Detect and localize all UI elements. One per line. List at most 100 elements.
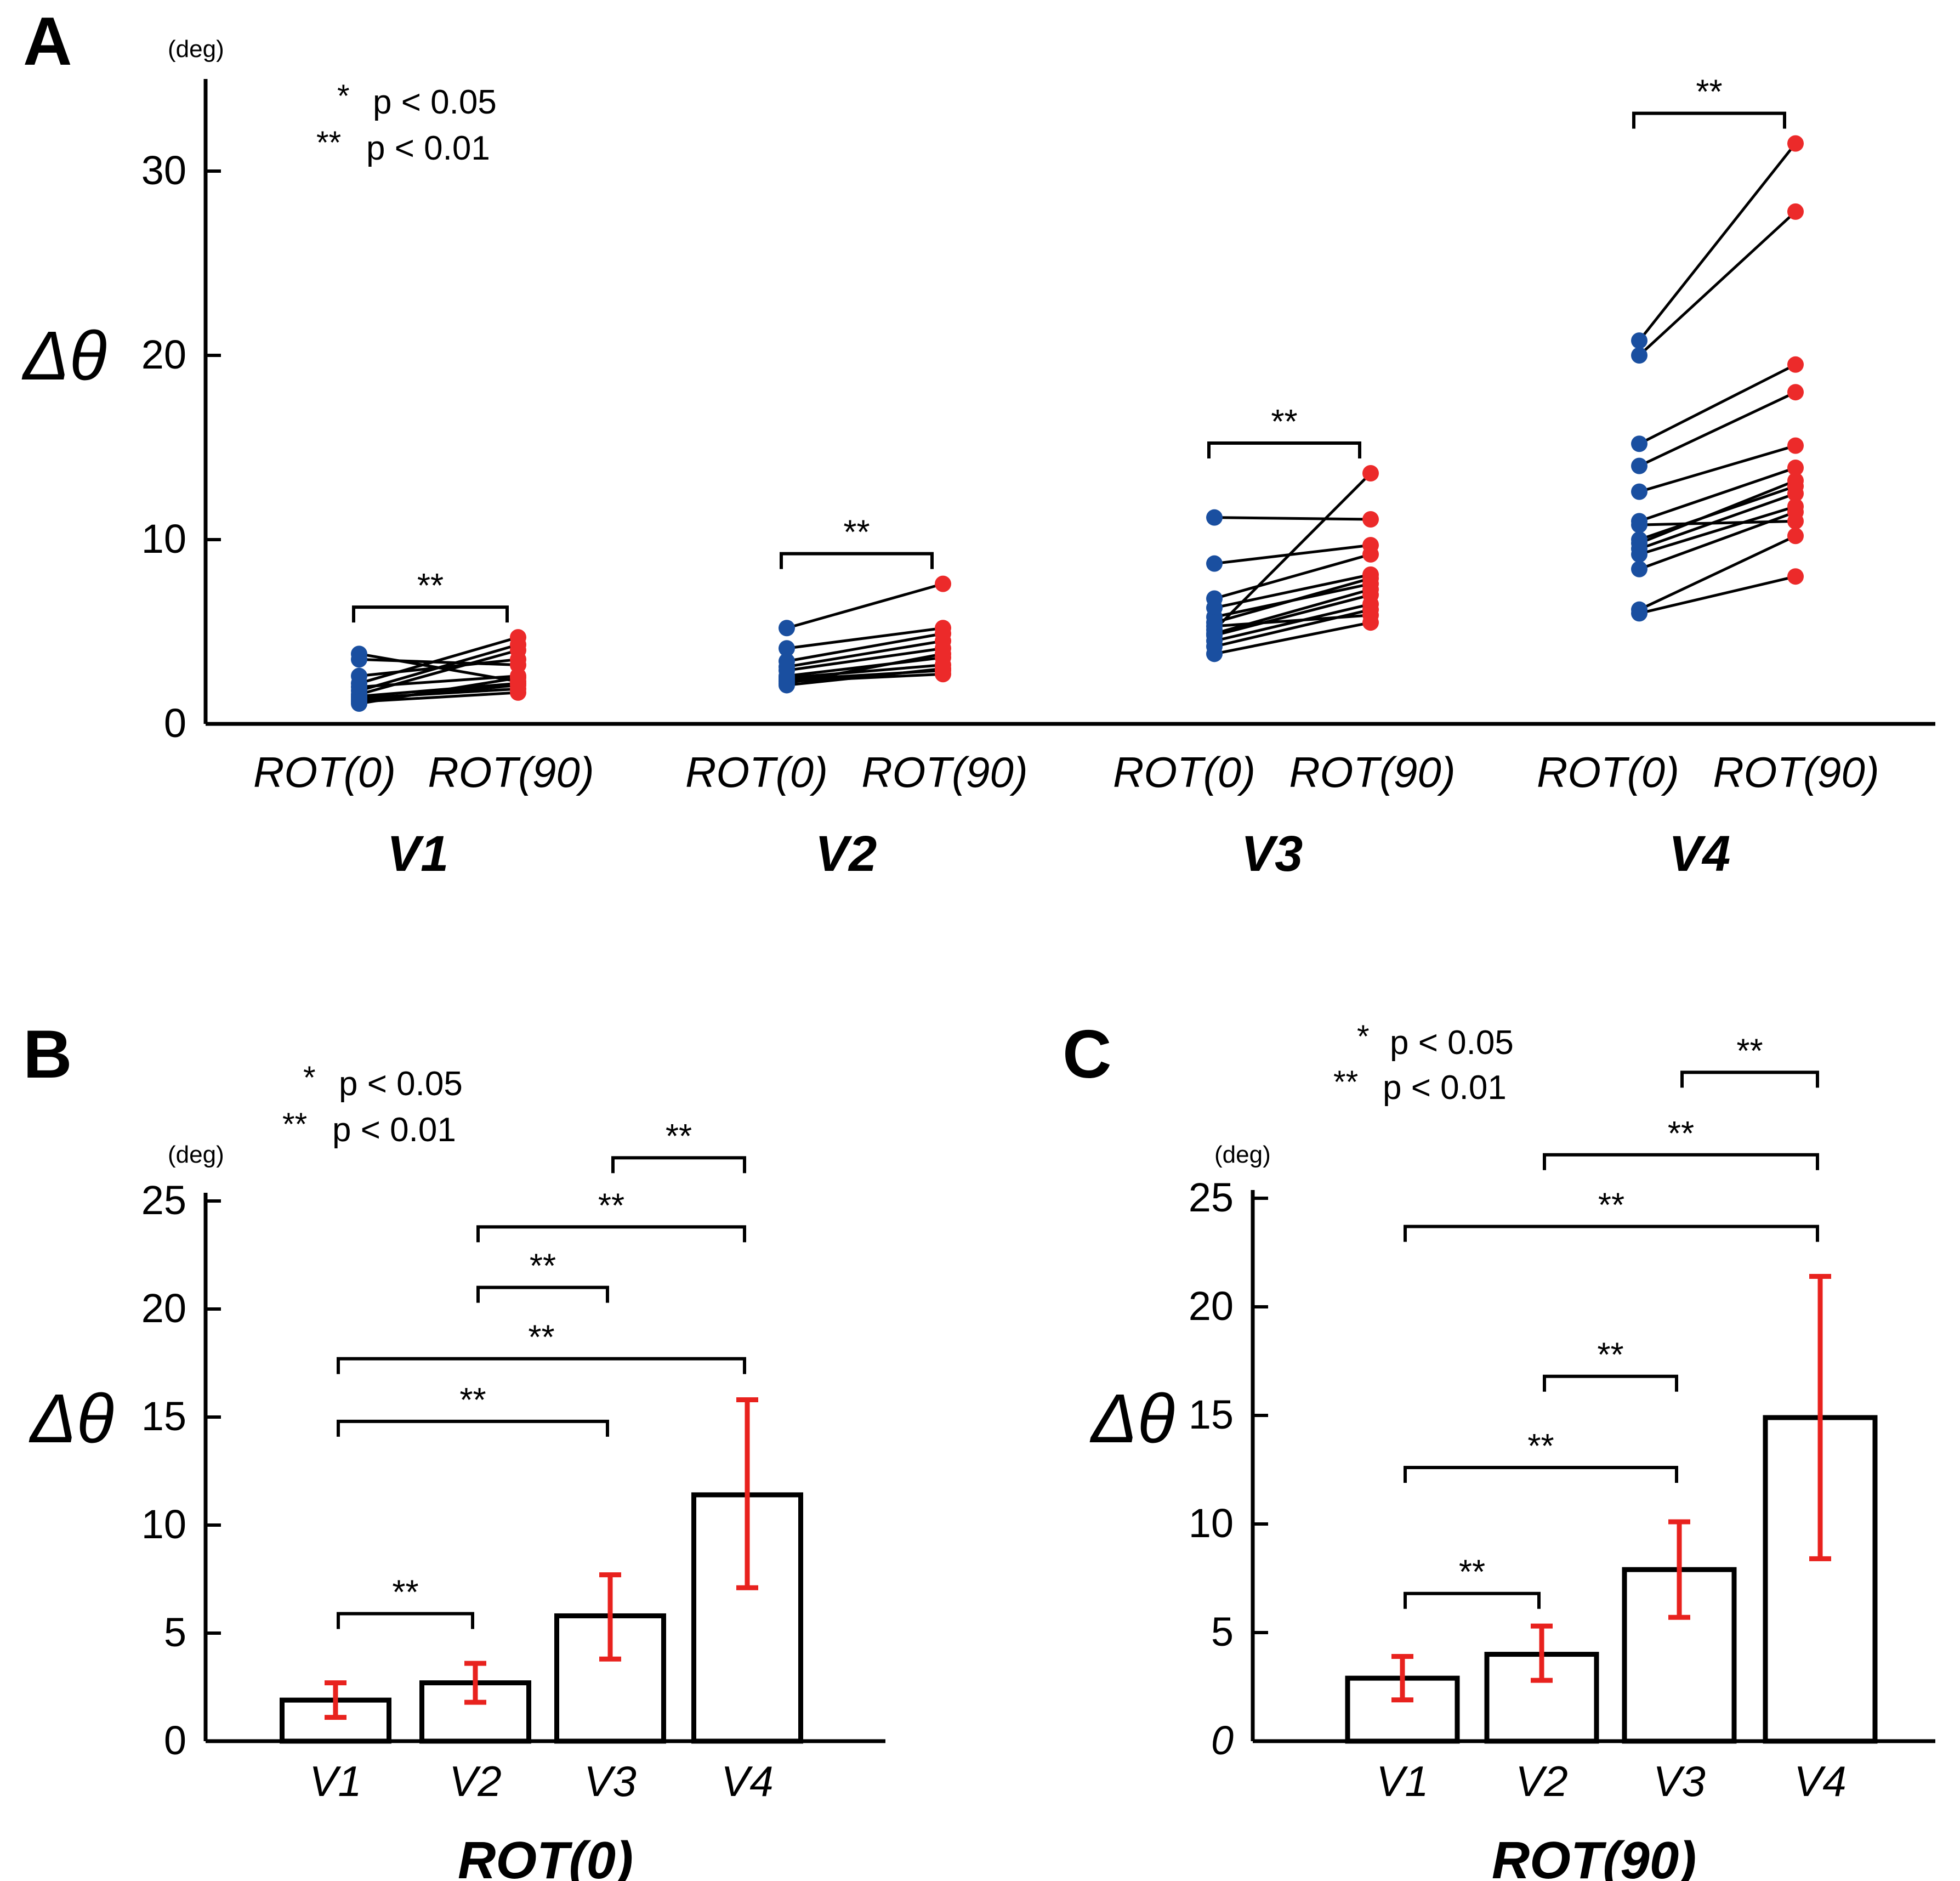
panel-c-category-label: V1 bbox=[1376, 1757, 1428, 1805]
panel-a-point-rot90 bbox=[1787, 478, 1804, 495]
panel-a-point-rot0 bbox=[1206, 555, 1223, 572]
panel-c-comparison-v2-v3-line bbox=[1543, 1374, 1678, 1392]
panel-a-point-rot0 bbox=[1631, 560, 1647, 577]
panel-a-pair-line bbox=[1639, 466, 1796, 523]
panel-a-condition-rot90: ROT(90) bbox=[428, 748, 594, 796]
panel-a-bracket-v3-label: ** bbox=[1271, 403, 1297, 441]
panel-a-point-rot90 bbox=[935, 660, 951, 677]
panel-b-comparison-v1-v2-line bbox=[337, 1612, 474, 1629]
panel-a-bracket-v1-label: ** bbox=[417, 567, 444, 605]
panel-b-ytick-label: 25 bbox=[141, 1177, 186, 1223]
panel-a-pair-line bbox=[1214, 516, 1371, 521]
panel-a-pair-line bbox=[786, 663, 944, 679]
panel-a-bracket-v4-label: ** bbox=[1696, 73, 1722, 111]
panel-a-point-rot90 bbox=[1787, 528, 1804, 545]
panel-a-point-rot0 bbox=[1631, 332, 1647, 349]
panel-a-point-rot0 bbox=[1631, 483, 1647, 500]
panel-b-ytick-label: 0 bbox=[164, 1718, 186, 1763]
panel-b-comparison-v3-v4-label: ** bbox=[666, 1118, 692, 1155]
panel-b-comparison-v1-v4-line bbox=[337, 1357, 746, 1374]
panel-c-comparison-v3-v4-line bbox=[1680, 1070, 1819, 1088]
panel-c-category-label: V3 bbox=[1653, 1757, 1705, 1805]
panel-c-comparison-v1-v2-label: ** bbox=[1459, 1554, 1485, 1591]
panel-c-category-label: V2 bbox=[1515, 1757, 1567, 1805]
panel-a-pair-line bbox=[1214, 577, 1371, 624]
panel-b-unit: (deg) bbox=[168, 1141, 224, 1168]
panel-a-point-rot90 bbox=[510, 684, 526, 701]
panel-a-point-rot0 bbox=[1631, 546, 1647, 563]
panel-a-ytick-label: 30 bbox=[141, 148, 186, 193]
panel-b-comparison-v2-v3-label: ** bbox=[530, 1248, 556, 1285]
panel-a-ytick-label: 20 bbox=[141, 332, 186, 377]
panel-b-category-label: V1 bbox=[309, 1757, 361, 1805]
panel-a-pair-line bbox=[1639, 485, 1796, 541]
panel-a-pair-lines bbox=[359, 143, 1797, 705]
panel-a-point-rot0 bbox=[1631, 605, 1647, 622]
panel-a-group-label: V1 bbox=[387, 826, 449, 882]
panel-b-ytick-label: 10 bbox=[141, 1502, 186, 1547]
panel-a-pair-line bbox=[1638, 390, 1797, 467]
panel-c-ylabel: Δθ bbox=[1089, 1380, 1175, 1457]
panel-a-pair-line bbox=[1639, 511, 1796, 571]
panel-a-pair-line bbox=[359, 683, 519, 701]
panel-a-group-label: V3 bbox=[1241, 826, 1303, 882]
panel-a-ylabel: Δθ bbox=[21, 317, 107, 394]
legend-single-star: * bbox=[1357, 1019, 1370, 1055]
panel-a-pair-line bbox=[359, 675, 519, 689]
panel-c-comparison-v1-v2-line bbox=[1404, 1591, 1541, 1609]
panel-a-point-rot0 bbox=[351, 695, 367, 712]
panel-a-point-rot0 bbox=[779, 620, 795, 637]
panel-c-comparison-v1-v3-line bbox=[1404, 1466, 1678, 1483]
panel-a-pair-line bbox=[1213, 472, 1372, 631]
panel-a-point-rot90 bbox=[1362, 511, 1379, 528]
panel-a-labels: ** ROT(0) ROT(90) V1 ** ROT(0) ROT(90) V2 ** ROT(… bbox=[253, 73, 1879, 882]
panel-a: A (deg) Δθ * p < 0.05 ** p < 0.01 0 10 20 3… bbox=[21, 4, 1935, 882]
panel-b-category-label: V4 bbox=[721, 1757, 773, 1805]
panel-a-pair-line bbox=[1214, 553, 1371, 600]
panel-a-pair-line bbox=[1638, 143, 1797, 342]
panel-a-point-rot90 bbox=[935, 645, 951, 662]
panel-a-pair-line bbox=[1214, 603, 1371, 643]
panel-c-comparison-v2-v4-label: ** bbox=[1668, 1115, 1694, 1153]
panel-a-pair-line bbox=[1214, 543, 1371, 565]
panel-a-condition-rot90: ROT(90) bbox=[861, 748, 1027, 796]
panel-b-ytick-label: 5 bbox=[164, 1610, 186, 1655]
legend-double-star: ** bbox=[282, 1107, 307, 1142]
panel-a-letter: A bbox=[23, 4, 72, 80]
panel-c-comparison-v1-v4-line bbox=[1404, 1225, 1819, 1242]
panel-a-point-rot90 bbox=[1787, 459, 1804, 476]
panel-a-condition-rot0: ROT(0) bbox=[1113, 748, 1255, 796]
panel-a-pair-line bbox=[786, 632, 944, 663]
panel-a-axes: 0 10 20 30 bbox=[141, 79, 1935, 746]
panel-b-comparison-v1-v2-label: ** bbox=[392, 1574, 418, 1612]
panel-c-significance-legend: * p < 0.05 ** p < 0.01 bbox=[1333, 1019, 1514, 1107]
legend-double-star: ** bbox=[1333, 1064, 1358, 1100]
panel-a-pair-line bbox=[1639, 444, 1796, 494]
panel-a-group-label: V4 bbox=[1669, 826, 1731, 882]
legend-single-star: * bbox=[303, 1060, 316, 1096]
panel-b-ytick-label: 20 bbox=[141, 1285, 186, 1331]
panel-a-pair-line bbox=[786, 639, 944, 668]
panel-b: B (deg) Δθ * p < 0.05 ** p < 0.01 0 5 10 15… bbox=[23, 1017, 885, 1881]
panel-a-condition-rot0: ROT(0) bbox=[685, 748, 828, 796]
panel-c-ytick-label: 5 bbox=[1211, 1609, 1234, 1655]
panel-c-comparison-v1-v4-label: ** bbox=[1598, 1186, 1624, 1224]
panel-b-ylabel: Δθ bbox=[29, 1380, 114, 1457]
panel-a-point-rot90 bbox=[510, 670, 526, 686]
panel-b-ytick-label: 15 bbox=[141, 1393, 186, 1439]
panel-c-ytick-label: 0 bbox=[1211, 1718, 1234, 1763]
panel-a-pair-line bbox=[1638, 211, 1797, 356]
panel-b-chart: 0 5 10 15 20 25 V1 V2 V3 V4 ** ** ** ** ** ** ROT(0) bbox=[141, 1118, 885, 1881]
panel-a-bracket-v2-line bbox=[780, 552, 934, 569]
legend-double-text: p < 0.01 bbox=[332, 1111, 456, 1149]
panel-c-category-label: V4 bbox=[1794, 1757, 1846, 1805]
panel-a-unit: (deg) bbox=[168, 36, 224, 63]
panel-a-pair-line bbox=[1639, 575, 1796, 615]
panel-a-condition-rot0: ROT(0) bbox=[1537, 748, 1679, 796]
panel-b-significance-legend: * p < 0.05 ** p < 0.01 bbox=[282, 1060, 463, 1149]
panel-b-letter: B bbox=[23, 1017, 72, 1092]
panel-b-comparison-v3-v4-line bbox=[611, 1156, 746, 1174]
panel-a-point-rot90 bbox=[1787, 437, 1804, 454]
panel-a-point-rot0 bbox=[1206, 645, 1223, 662]
panel-b-comparison-v2-v4-line bbox=[476, 1225, 746, 1243]
